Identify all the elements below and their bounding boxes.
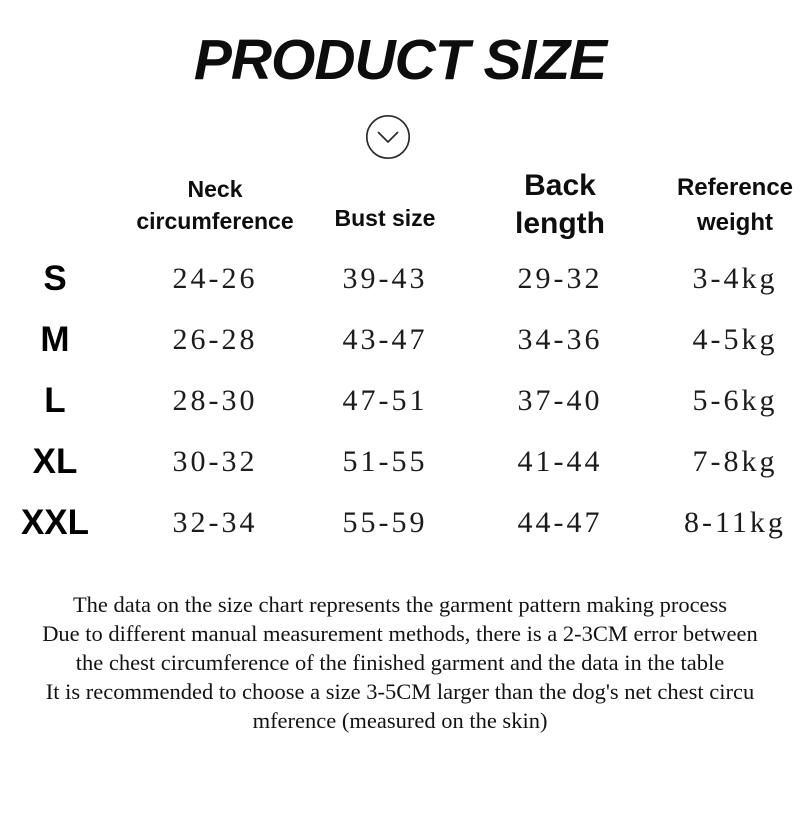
disclaimer-line: The data on the size chart represents th… xyxy=(72,592,728,617)
header-bust-size: Bust size xyxy=(334,205,436,231)
table-header-row: Neck circumference Bust size Back length… xyxy=(0,162,800,248)
size-label: S xyxy=(43,258,67,298)
size-chart-disclaimer: The data on the size chart represents th… xyxy=(0,590,800,735)
back-value: 29-32 xyxy=(517,261,603,295)
size-chart-page: PRODUCT SIZE Neck circumference Bust siz… xyxy=(0,27,800,827)
size-label: XL xyxy=(32,441,78,481)
weight-value: 5-6kg xyxy=(692,383,778,417)
weight-value: 7-8kg xyxy=(692,444,778,478)
neck-value: 28-30 xyxy=(172,383,258,417)
size-label: XXL xyxy=(20,502,90,542)
bust-value: 39-43 xyxy=(342,261,428,295)
disclaimer-line: the chest circumference of the finished … xyxy=(75,650,725,675)
bust-value: 55-59 xyxy=(342,505,428,539)
bust-value: 43-47 xyxy=(342,322,428,356)
back-value: 44-47 xyxy=(517,505,603,539)
table-row: XL 30-32 51-55 41-44 7-8kg xyxy=(0,431,800,492)
header-line: Neck xyxy=(187,176,243,202)
size-label: M xyxy=(40,319,70,359)
bust-value: 47-51 xyxy=(342,383,428,417)
disclaimer-line: It is recommended to choose a size 3-5CM… xyxy=(45,679,755,704)
header-line: Back xyxy=(524,169,596,202)
header-line: circumference xyxy=(136,208,294,234)
weight-value: 4-5kg xyxy=(692,322,778,356)
weight-value: 3-4kg xyxy=(692,261,778,295)
back-value: 37-40 xyxy=(517,383,603,417)
neck-value: 24-26 xyxy=(172,261,258,295)
neck-value: 30-32 xyxy=(172,444,258,478)
disclaimer-line: Due to different manual measurement meth… xyxy=(42,621,758,646)
neck-value: 26-28 xyxy=(172,322,258,356)
header-reference-weight: Reference weight xyxy=(670,170,800,240)
back-value: 41-44 xyxy=(517,444,603,478)
header-line: Reference xyxy=(676,174,794,201)
size-table: Neck circumference Bust size Back length… xyxy=(0,162,800,553)
header-line: length xyxy=(515,207,605,240)
weight-value: 8-11kg xyxy=(684,505,786,539)
page-title: PRODUCT SIZE xyxy=(193,28,607,92)
header-neck-circumference: Neck circumference xyxy=(110,173,320,237)
table-row: M 26-28 43-47 34-36 4-5kg xyxy=(0,309,800,370)
table-row: L 28-30 47-51 37-40 5-6kg xyxy=(0,370,800,431)
header-back-length: Back length xyxy=(450,167,670,243)
table-row: S 24-26 39-43 29-32 3-4kg xyxy=(0,248,800,309)
header-line: weight xyxy=(697,209,773,236)
table-row: XXL 32-34 55-59 44-47 8-11kg xyxy=(0,492,800,553)
chevron-down-circle-icon xyxy=(365,114,411,160)
disclaimer-line: mference (measured on the skin) xyxy=(252,708,548,733)
bust-value: 51-55 xyxy=(342,444,428,478)
back-value: 34-36 xyxy=(517,322,603,356)
size-label: L xyxy=(44,380,66,420)
neck-value: 32-34 xyxy=(172,505,258,539)
